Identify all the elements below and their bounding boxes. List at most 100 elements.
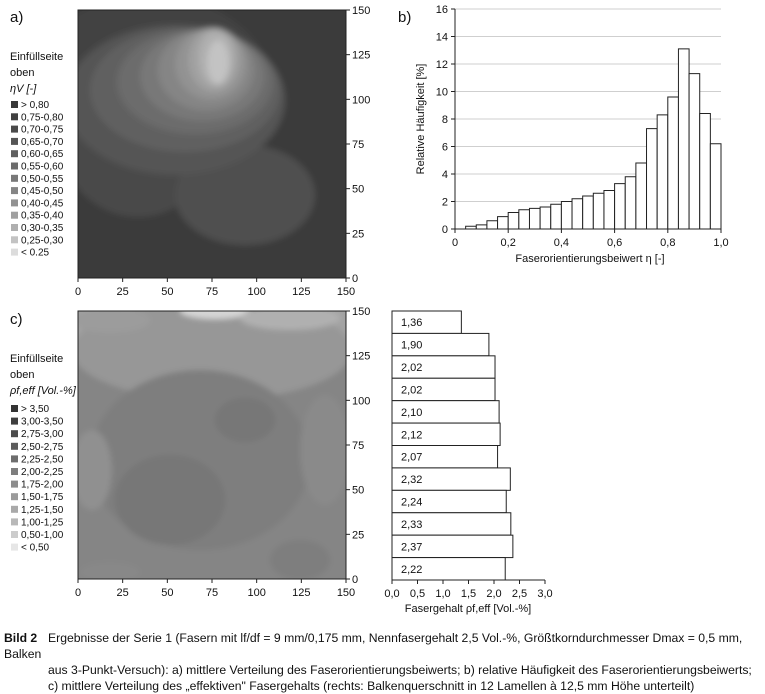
x-tick-label: 25 xyxy=(117,587,129,599)
legend-label: 0,70-0,75 xyxy=(21,125,64,136)
panel-c-right-xlabel: Fasergehalt ρf,eff [Vol.-%] xyxy=(405,603,532,615)
histogram-bar xyxy=(497,216,509,230)
legend-label: 2,00-2,25 xyxy=(21,467,64,478)
histogram-bar xyxy=(571,198,584,230)
x-tick-label: 3,0 xyxy=(537,588,552,600)
legend-label: > 3,50 xyxy=(21,404,50,415)
legend-swatch xyxy=(11,480,18,488)
legend-swatch xyxy=(11,187,18,195)
x-tick-label: 2,5 xyxy=(512,588,527,600)
y-tick-label: 6 xyxy=(442,142,448,154)
legend-label: 0,75-0,80 xyxy=(21,112,64,123)
legend-c-title-line1: Einfüllseite xyxy=(10,353,63,365)
y-tick-label: 150 xyxy=(352,5,370,17)
legend-label: 0,25-0,30 xyxy=(21,235,64,246)
caption-line-3: c) mittlere Verteilung des „effektiven" … xyxy=(48,679,695,693)
x-tick-label: 2,0 xyxy=(486,588,501,600)
x-tick-label: 0,5 xyxy=(410,588,425,600)
y-tick-label: 75 xyxy=(352,139,364,151)
x-tick-label: 100 xyxy=(247,587,265,599)
y-tick-label: 100 xyxy=(352,94,370,106)
histogram-bar xyxy=(656,114,669,230)
histogram-bar xyxy=(709,143,722,230)
legend-swatch xyxy=(11,493,18,501)
histogram-bar xyxy=(677,48,690,230)
legend-label: 0,55-0,60 xyxy=(21,162,64,173)
x-tick-label: 50 xyxy=(161,587,173,599)
figure: a) b) c) Einfüllseite oben ηV [-] > 0,80… xyxy=(9,4,729,615)
y-tick-label: 8 xyxy=(442,114,448,126)
lamella-value-label: 2,10 xyxy=(401,407,422,419)
panel-b-xlabel: Faserorientierungsbeiwert η [-] xyxy=(515,253,664,265)
legend-swatch xyxy=(11,430,18,438)
y-tick-label: 50 xyxy=(352,485,364,497)
legend-label: < 0.25 xyxy=(21,248,50,259)
y-tick-label: 4 xyxy=(442,169,448,181)
legend-c-entries: > 3,50 3,00-3,502,75-3,00 2,50-2,752,25-2,… xyxy=(11,404,64,554)
caption-line-1: Ergebnisse der Serie 1 (Fasern mit lf/df… xyxy=(4,631,743,661)
y-tick-label: 125 xyxy=(352,50,370,62)
legend-label: 1,25-1,50 xyxy=(21,505,64,516)
x-tick-label: 100 xyxy=(247,286,265,298)
legend-swatch xyxy=(11,417,18,425)
histogram-bar xyxy=(582,195,594,230)
y-tick-label: 125 xyxy=(352,351,370,363)
histogram-bar xyxy=(603,190,616,230)
x-tick-label: 0,0 xyxy=(384,588,399,600)
histogram-bar xyxy=(539,206,552,230)
y-tick-label: 25 xyxy=(352,228,364,240)
legend-swatch xyxy=(11,442,18,450)
panel-a-contour xyxy=(78,10,346,278)
legend-label: 1,75-2,00 xyxy=(21,480,64,491)
histogram-bar xyxy=(486,220,499,230)
histogram-bar xyxy=(550,203,562,230)
legend-label: 2,25-2,50 xyxy=(21,454,64,465)
histogram-bar xyxy=(614,183,626,230)
legend-swatch xyxy=(11,505,18,513)
x-tick-label: 125 xyxy=(292,587,310,599)
panel-c-right-bars: 1,36 1,90 2,02 2,02 2,10 2,12 2,07 2,32 2,24 2,33… xyxy=(384,310,553,600)
y-tick-label: 100 xyxy=(352,395,370,407)
y-tick-label: 14 xyxy=(436,32,448,44)
x-tick-label: 0,6 xyxy=(607,237,622,249)
legend-swatch xyxy=(11,162,18,170)
legend-c-title-line2: oben xyxy=(10,369,34,381)
x-tick-label: 1,0 xyxy=(713,237,728,249)
y-tick-label: 16 xyxy=(436,4,448,16)
histogram-bar xyxy=(688,73,701,230)
histogram-bar xyxy=(518,209,530,230)
x-tick-label: 25 xyxy=(117,286,129,298)
lamella-value-label: 2,02 xyxy=(401,362,422,374)
x-tick-label: 0,8 xyxy=(660,237,675,249)
legend-label: 0,65-0,70 xyxy=(21,137,64,148)
lamella-value-label: 2,33 xyxy=(401,519,422,531)
histogram-bar xyxy=(592,192,605,230)
lamella-value-label: 2,07 xyxy=(401,452,422,464)
legend-label: < 0,50 xyxy=(21,543,50,554)
x-tick-label: 0 xyxy=(75,587,81,599)
legend-a-entries: > 0,800,75-0,80 0,70-0,750,65-0,700,60-0,… xyxy=(11,100,64,259)
legend-swatch xyxy=(11,468,18,475)
legend-label: 0,40-0,45 xyxy=(21,198,64,209)
histogram-bar xyxy=(624,176,637,230)
lamella-value-label: 2,32 xyxy=(401,474,422,486)
legend-swatch xyxy=(11,455,18,463)
legend-label: 0,30-0,35 xyxy=(21,223,64,234)
legend-swatch xyxy=(11,211,18,219)
histogram-bar xyxy=(560,201,573,230)
panel-c-contour xyxy=(78,311,346,579)
x-tick-label: 0,4 xyxy=(554,237,569,249)
histogram-bar xyxy=(528,207,541,230)
x-tick-label: 75 xyxy=(206,587,218,599)
lamella-value-label: 2,02 xyxy=(401,384,422,396)
legend-swatch xyxy=(11,531,18,538)
y-tick-label: 12 xyxy=(436,59,448,71)
x-tick-label: 125 xyxy=(292,286,310,298)
legend-swatch xyxy=(11,236,18,244)
legend-label: 2,50-2,75 xyxy=(21,442,64,453)
histogram-bar xyxy=(646,128,658,230)
legend-label: 0,35-0,40 xyxy=(21,211,64,222)
legend-label: 0,50-0,55 xyxy=(21,174,64,185)
lamella-value-label: 2,12 xyxy=(401,429,422,441)
